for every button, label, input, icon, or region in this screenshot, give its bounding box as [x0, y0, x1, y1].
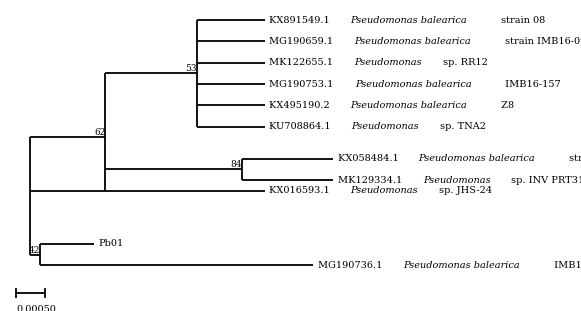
- Text: Pseudomonas balearica: Pseudomonas balearica: [418, 154, 535, 163]
- Text: 53: 53: [185, 64, 196, 73]
- Text: MK122655.1: MK122655.1: [270, 58, 336, 67]
- Text: Pseudomonas balearica: Pseudomonas balearica: [354, 37, 471, 46]
- Text: KX891549.1: KX891549.1: [270, 16, 333, 25]
- Text: Pseudomonas: Pseudomonas: [352, 122, 419, 131]
- Text: Pseudomonas: Pseudomonas: [354, 58, 422, 67]
- Text: Pseudomonas balearica: Pseudomonas balearica: [403, 261, 520, 270]
- Text: 62: 62: [94, 128, 106, 137]
- Text: KX016593.1: KX016593.1: [270, 186, 333, 195]
- Text: MG190753.1: MG190753.1: [270, 80, 337, 89]
- Text: MK129334.1: MK129334.1: [338, 175, 405, 184]
- Text: strain 08: strain 08: [498, 16, 545, 25]
- Text: strain IMB16-094: strain IMB16-094: [502, 37, 581, 46]
- Text: Z8: Z8: [498, 101, 514, 110]
- Text: sp. JHS-24: sp. JHS-24: [436, 186, 492, 195]
- Text: Pseudomonas balearica: Pseudomonas balearica: [350, 16, 467, 25]
- Text: 84: 84: [231, 160, 242, 169]
- Text: IMB16-137: IMB16-137: [551, 261, 581, 270]
- Text: Pseudomonas: Pseudomonas: [350, 186, 418, 195]
- Text: 42: 42: [28, 246, 40, 255]
- Text: KX495190.2: KX495190.2: [270, 101, 333, 110]
- Text: MG190736.1: MG190736.1: [318, 261, 385, 270]
- Text: Pseudomonas: Pseudomonas: [423, 175, 490, 184]
- Text: KU708864.1: KU708864.1: [270, 122, 334, 131]
- Text: strain 55: strain 55: [566, 154, 581, 163]
- Text: KX058484.1: KX058484.1: [338, 154, 401, 163]
- Text: MG190659.1: MG190659.1: [270, 37, 336, 46]
- Text: sp. TNA2: sp. TNA2: [437, 122, 486, 131]
- Text: sp. RR12: sp. RR12: [440, 58, 487, 67]
- Text: Pb01: Pb01: [99, 239, 124, 248]
- Text: IMB16-157: IMB16-157: [503, 80, 561, 89]
- Text: sp. INV PRT31: sp. INV PRT31: [508, 175, 581, 184]
- Text: 0.00050: 0.00050: [16, 305, 56, 311]
- Text: Pseudomonas balearica: Pseudomonas balearica: [350, 101, 467, 110]
- Text: Pseudomonas balearica: Pseudomonas balearica: [355, 80, 472, 89]
